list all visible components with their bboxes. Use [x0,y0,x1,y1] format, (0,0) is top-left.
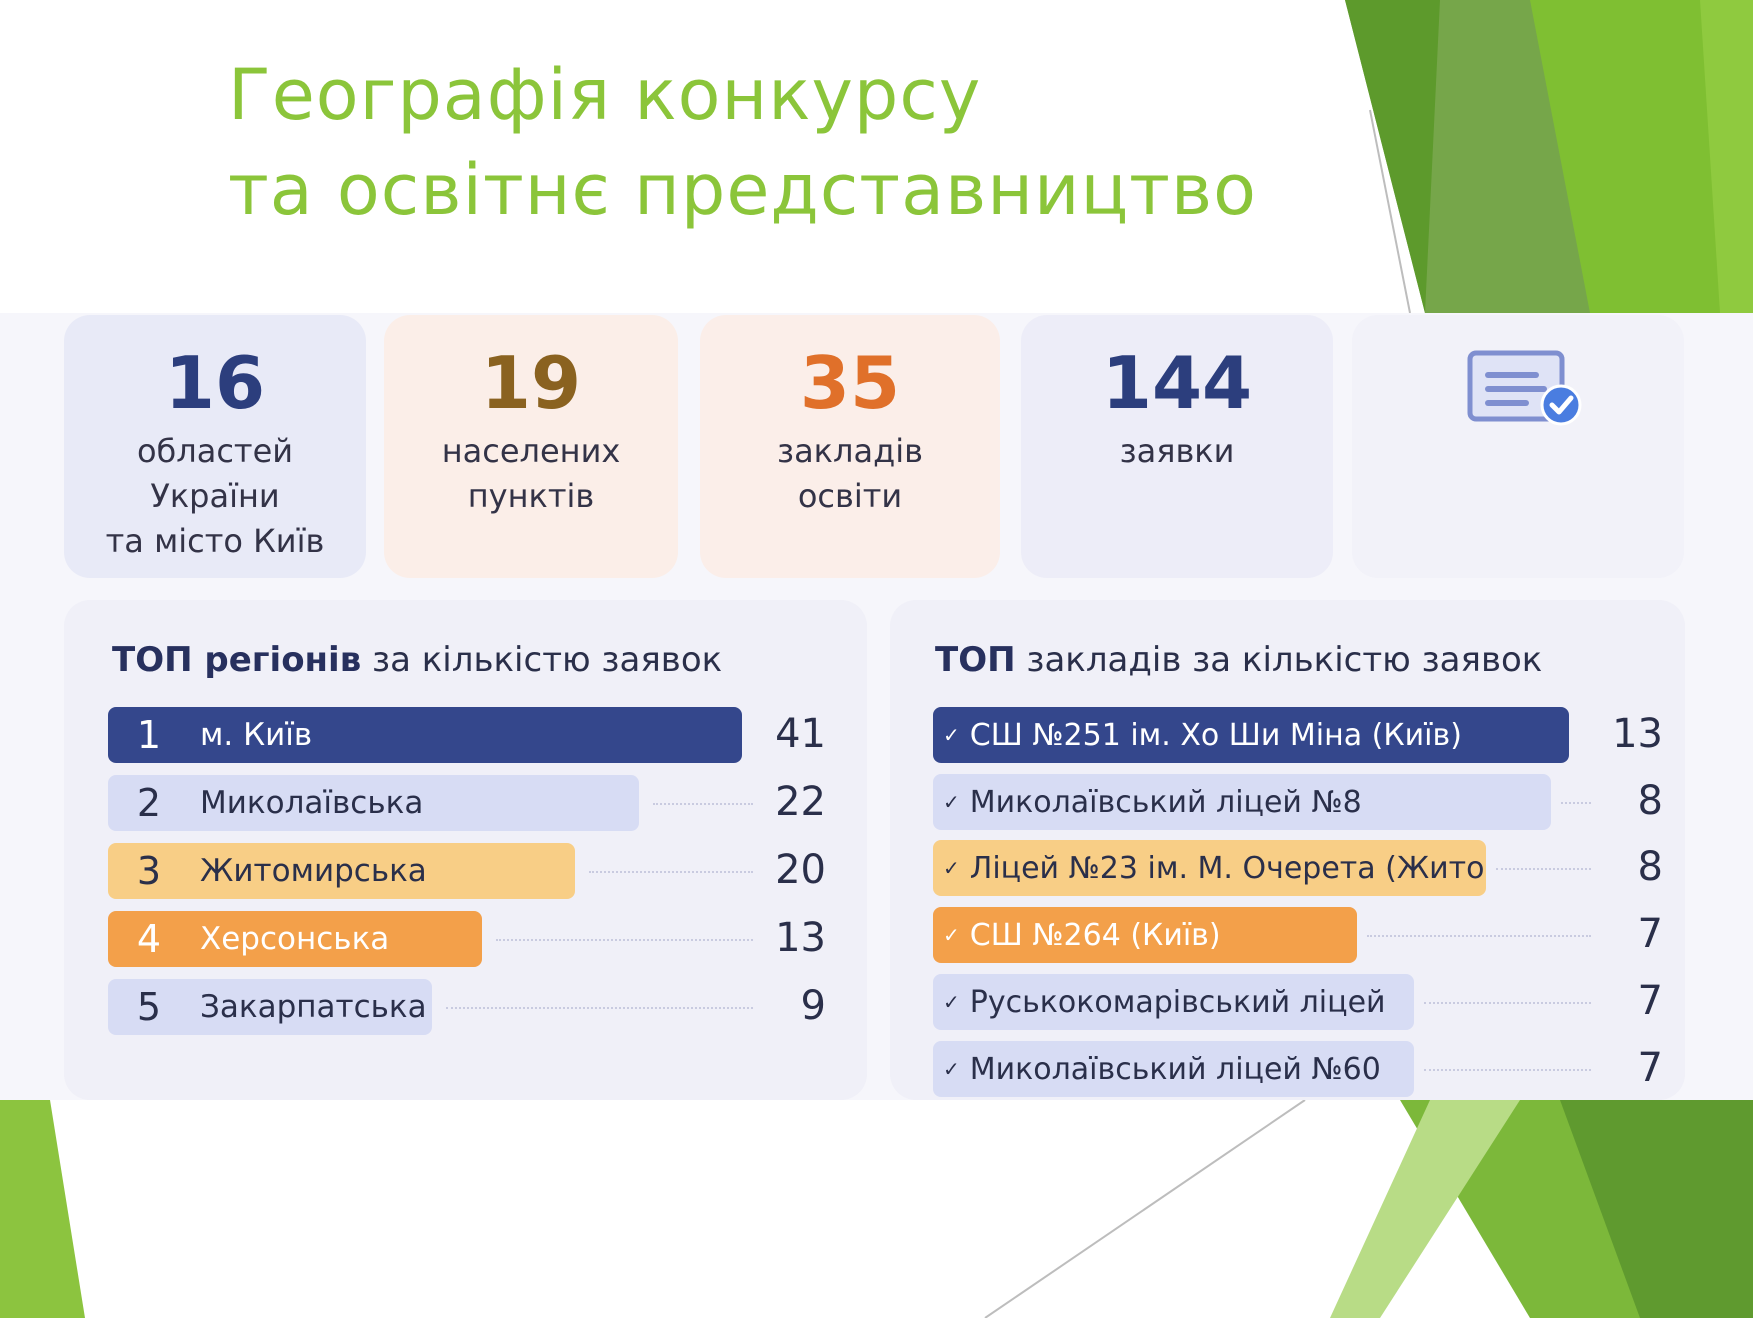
check-icon: ✓ [943,1057,960,1081]
stat-card-institutions: 35 закладів освіти [700,315,1000,578]
leader-dots [1561,802,1591,804]
region-name: м. Київ [200,717,313,753]
stat-value: 16 [164,341,266,425]
school-name: Ліцей №23 ім. М. Очерета (Житомир) [969,850,1486,886]
top-regions-title: ТОП регіонів за кількістю заявок [112,640,722,680]
region-name: Херсонська [200,921,390,957]
title-rest: закладів за кількістю заявок [1015,640,1543,680]
school-name: СШ №251 ім. Хо Ши Міна (Київ) [969,717,1462,753]
stat-label: населених пунктів [384,429,678,519]
region-rank: 2 [136,781,162,825]
region-bar: 1 м. Київ [108,707,742,763]
region-row: 1 м. Київ 41 [108,707,848,763]
top-schools-title: ТОП закладів за кількістю заявок [935,640,1542,680]
school-row: ✓ Миколаївський ліцей №8 8 [933,774,1673,830]
document-check-icon [1467,350,1582,426]
leader-dots [446,1007,753,1009]
check-icon: ✓ [943,990,960,1014]
stat-label-line: заявки [1119,432,1235,470]
top-schools-card: ТОП закладів за кількістю заявок ✓ СШ №2… [890,600,1685,1100]
stat-label: заявки [1021,429,1333,474]
region-value: 20 [775,847,826,893]
stat-label-line: областей [136,432,294,470]
school-bar: ✓ СШ №251 ім. Хо Ши Міна (Київ) [933,707,1569,763]
school-bar: ✓ СШ №264 (Київ) [933,907,1357,963]
region-row: 3 Житомирська 20 [108,843,848,899]
region-value: 22 [775,779,826,825]
school-bar: ✓ Миколаївський ліцей №60 [933,1041,1414,1097]
stat-value: 19 [480,341,582,425]
school-name: Миколаївський ліцей №8 [969,784,1362,820]
region-name: Закарпатська [200,989,427,1025]
region-row: 5 Закарпатська 9 [108,979,848,1035]
stat-card-applications: 144 заявки [1021,315,1333,578]
school-bar: ✓ Миколаївський ліцей №8 [933,774,1551,830]
stat-card-icon [1352,315,1684,578]
stat-label-line: закладів [777,432,923,470]
school-name: СШ №264 (Київ) [969,917,1221,953]
region-value: 13 [775,915,826,961]
region-bar: 3 Житомирська [108,843,575,899]
school-value: 7 [1637,911,1663,957]
check-icon: ✓ [943,923,960,947]
check-icon: ✓ [943,723,960,747]
stat-label: закладів освіти [700,429,1000,519]
school-row: ✓ СШ №251 ім. Хо Ши Міна (Київ) 13 [933,707,1673,763]
school-row: ✓ СШ №264 (Київ) 7 [933,907,1673,963]
region-bar: 5 Закарпатська [108,979,432,1035]
school-bar: ✓ Русько­комарівський ліцей [933,974,1414,1030]
region-bar: 2 Миколаївська [108,775,639,831]
school-name: Русько­комарівський ліцей [969,984,1386,1020]
school-value: 7 [1637,978,1663,1024]
leader-dots [1424,1069,1591,1071]
leader-dots [496,939,753,941]
school-value: 13 [1612,711,1663,757]
region-bar: 4 Херсонська [108,911,482,967]
title-bold: ТОП [935,640,1016,680]
region-row: 4 Херсонська 13 [108,911,848,967]
region-name: Миколаївська [200,785,424,821]
check-icon: ✓ [943,790,960,814]
school-value: 7 [1637,1045,1663,1091]
slide-title: Географія конкурсу та освітнє представни… [228,48,1257,238]
stat-card-settlements: 19 населених пунктів [384,315,678,578]
leader-dots [1496,868,1591,870]
title-line-1: Географія конкурсу [228,54,982,136]
school-row: ✓ Миколаївський ліцей №60 7 [933,1041,1673,1097]
school-value: 8 [1637,844,1663,890]
leader-dots [1367,935,1591,937]
stat-label-line: освіти [797,477,903,515]
check-icon: ✓ [943,856,960,880]
stat-value: 144 [1101,341,1253,425]
region-rank: 1 [136,713,162,757]
stat-label-line: України [150,477,280,515]
region-rank: 3 [136,849,162,893]
stat-label-line: пунктів [467,477,595,515]
region-rank: 4 [136,917,162,961]
region-value: 41 [775,711,826,757]
leader-dots [653,803,753,805]
top-regions-card: ТОП регіонів за кількістю заявок 1 м. Ки… [64,600,867,1100]
stat-card-regions: 16 областей України та місто Київ [64,315,366,578]
stat-value: 35 [799,341,901,425]
title-bold: ТОП регіонів [112,640,362,680]
stat-label: областей України та місто Київ [64,429,366,564]
leader-dots [589,871,753,873]
region-rank: 5 [136,985,162,1029]
leader-dots [1424,1002,1591,1004]
stat-label-line: населених [441,432,621,470]
school-bar: ✓ Ліцей №23 ім. М. Очерета (Житомир) [933,840,1486,896]
region-name: Житомирська [200,853,427,889]
school-name: Миколаївський ліцей №60 [969,1051,1381,1087]
school-value: 8 [1637,778,1663,824]
school-row: ✓ Русько­комарівський ліцей 7 [933,974,1673,1030]
region-value: 9 [800,983,826,1029]
stat-label-line: та місто Київ [105,522,325,560]
region-row: 2 Миколаївська 22 [108,775,848,831]
title-line-2: та освітнє представництво [228,149,1257,231]
title-rest: за кількістю заявок [361,640,723,680]
school-row: ✓ Ліцей №23 ім. М. Очерета (Житомир) 8 [933,840,1673,896]
